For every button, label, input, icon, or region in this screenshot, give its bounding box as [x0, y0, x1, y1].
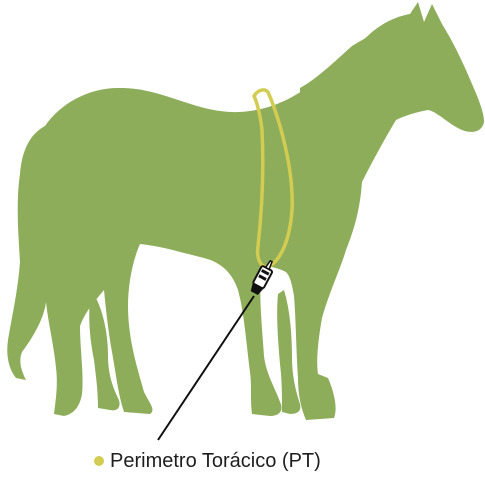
legend-label: Perimetro Torácico (PT): [110, 449, 321, 472]
measuring-tape-icon: [250, 259, 273, 295]
horse-far-front-leg: [277, 290, 301, 414]
horse-silhouette: [7, 2, 485, 420]
horse-mane: [300, 30, 392, 104]
horse-far-hind-leg: [89, 298, 120, 411]
horse-body: [7, 2, 485, 420]
pointer-line: [157, 295, 255, 441]
measurement-legend: Perimetro Torácico (PT): [94, 448, 321, 474]
girth-measurement-loop: [252, 88, 294, 269]
legend-dot: [94, 456, 104, 466]
